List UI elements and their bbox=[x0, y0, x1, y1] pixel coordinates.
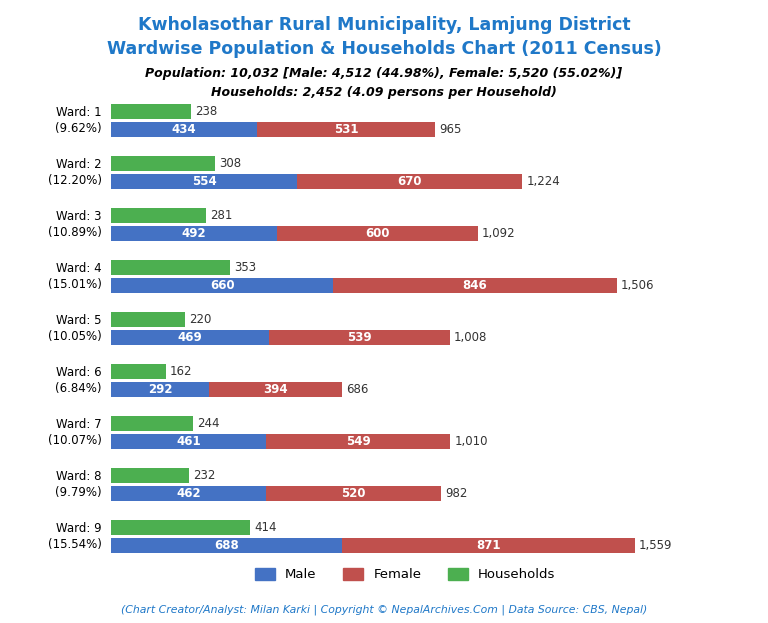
Legend: Male, Female, Households: Male, Female, Households bbox=[250, 563, 561, 587]
Bar bbox=[210, 382, 342, 397]
Text: 660: 660 bbox=[210, 279, 234, 292]
Bar bbox=[111, 260, 230, 275]
Text: 220: 220 bbox=[189, 313, 212, 326]
Bar bbox=[257, 122, 435, 138]
Text: 232: 232 bbox=[194, 469, 216, 482]
Bar bbox=[111, 174, 297, 189]
Text: 539: 539 bbox=[347, 331, 372, 345]
Text: 492: 492 bbox=[182, 227, 207, 240]
Bar bbox=[111, 156, 215, 171]
Text: 1,559: 1,559 bbox=[639, 540, 672, 552]
Text: 670: 670 bbox=[398, 175, 422, 188]
Text: 1,224: 1,224 bbox=[526, 175, 560, 188]
Text: 1,008: 1,008 bbox=[454, 331, 487, 345]
Bar bbox=[111, 208, 206, 223]
Bar bbox=[111, 538, 343, 553]
Text: Wardwise Population & Households Chart (2011 Census): Wardwise Population & Households Chart (… bbox=[107, 40, 661, 59]
Bar bbox=[111, 416, 194, 431]
Text: 238: 238 bbox=[195, 105, 217, 118]
Text: 292: 292 bbox=[148, 383, 173, 396]
Bar bbox=[111, 312, 185, 327]
Text: 461: 461 bbox=[177, 435, 201, 449]
Text: 520: 520 bbox=[342, 487, 366, 500]
Text: 414: 414 bbox=[254, 521, 277, 534]
Text: 434: 434 bbox=[172, 123, 197, 136]
Text: 965: 965 bbox=[439, 123, 462, 136]
Bar bbox=[343, 538, 635, 553]
Bar bbox=[111, 486, 266, 502]
Bar bbox=[111, 104, 191, 119]
Bar bbox=[111, 278, 333, 293]
Text: 162: 162 bbox=[170, 365, 192, 378]
Text: 686: 686 bbox=[346, 383, 368, 396]
Text: 462: 462 bbox=[177, 487, 201, 500]
Text: 308: 308 bbox=[219, 157, 241, 170]
Text: 554: 554 bbox=[192, 175, 217, 188]
Text: 549: 549 bbox=[346, 435, 371, 449]
Text: 244: 244 bbox=[197, 417, 220, 430]
Bar bbox=[111, 122, 257, 138]
Text: Population: 10,032 [Male: 4,512 (44.98%), Female: 5,520 (55.02%)]: Population: 10,032 [Male: 4,512 (44.98%)… bbox=[145, 67, 623, 80]
Bar bbox=[297, 174, 522, 189]
Text: 531: 531 bbox=[334, 123, 359, 136]
Bar bbox=[111, 434, 266, 449]
Bar bbox=[111, 226, 276, 242]
Text: 846: 846 bbox=[462, 279, 488, 292]
Bar bbox=[266, 486, 441, 502]
Text: 1,506: 1,506 bbox=[621, 279, 654, 292]
Text: 1,092: 1,092 bbox=[482, 227, 515, 240]
Text: 600: 600 bbox=[365, 227, 389, 240]
Text: 871: 871 bbox=[476, 540, 501, 552]
Text: 394: 394 bbox=[263, 383, 288, 396]
Text: 688: 688 bbox=[214, 540, 239, 552]
Bar bbox=[111, 382, 210, 397]
Text: Kwholasothar Rural Municipality, Lamjung District: Kwholasothar Rural Municipality, Lamjung… bbox=[137, 16, 631, 34]
Text: 1,010: 1,010 bbox=[455, 435, 488, 449]
Text: 281: 281 bbox=[210, 209, 232, 222]
Bar bbox=[111, 364, 166, 379]
Text: Households: 2,452 (4.09 persons per Household): Households: 2,452 (4.09 persons per Hous… bbox=[211, 86, 557, 99]
Bar bbox=[266, 434, 451, 449]
Bar bbox=[333, 278, 617, 293]
Text: 982: 982 bbox=[445, 487, 468, 500]
Bar bbox=[111, 520, 250, 535]
Text: 353: 353 bbox=[234, 261, 256, 274]
Bar bbox=[276, 226, 478, 242]
Text: 469: 469 bbox=[177, 331, 203, 345]
Bar bbox=[111, 468, 189, 483]
Bar bbox=[269, 330, 450, 346]
Text: (Chart Creator/Analyst: Milan Karki | Copyright © NepalArchives.Com | Data Sourc: (Chart Creator/Analyst: Milan Karki | Co… bbox=[121, 604, 647, 615]
Bar bbox=[111, 330, 269, 346]
